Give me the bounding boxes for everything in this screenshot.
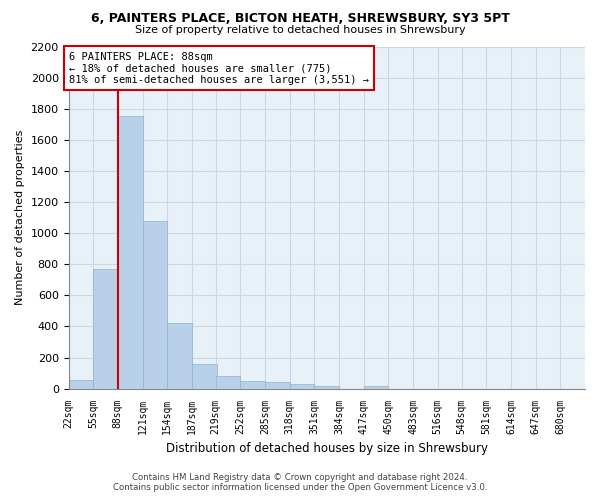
Bar bbox=[241, 381, 265, 388]
Bar bbox=[68, 380, 93, 388]
Bar bbox=[290, 384, 314, 388]
Bar bbox=[167, 324, 192, 388]
Bar bbox=[93, 269, 118, 388]
Bar bbox=[143, 222, 167, 388]
Bar bbox=[364, 386, 388, 388]
X-axis label: Distribution of detached houses by size in Shrewsbury: Distribution of detached houses by size … bbox=[166, 442, 488, 455]
Text: 6 PAINTERS PLACE: 88sqm
← 18% of detached houses are smaller (775)
81% of semi-d: 6 PAINTERS PLACE: 88sqm ← 18% of detache… bbox=[69, 52, 369, 85]
Text: 6, PAINTERS PLACE, BICTON HEATH, SHREWSBURY, SY3 5PT: 6, PAINTERS PLACE, BICTON HEATH, SHREWSB… bbox=[91, 12, 509, 26]
Y-axis label: Number of detached properties: Number of detached properties bbox=[15, 130, 25, 306]
Bar bbox=[265, 382, 290, 388]
Bar bbox=[118, 116, 143, 388]
Bar bbox=[192, 364, 217, 388]
Bar bbox=[216, 376, 241, 388]
Text: Contains HM Land Registry data © Crown copyright and database right 2024.
Contai: Contains HM Land Registry data © Crown c… bbox=[113, 473, 487, 492]
Bar bbox=[314, 386, 339, 388]
Text: Size of property relative to detached houses in Shrewsbury: Size of property relative to detached ho… bbox=[134, 25, 466, 35]
